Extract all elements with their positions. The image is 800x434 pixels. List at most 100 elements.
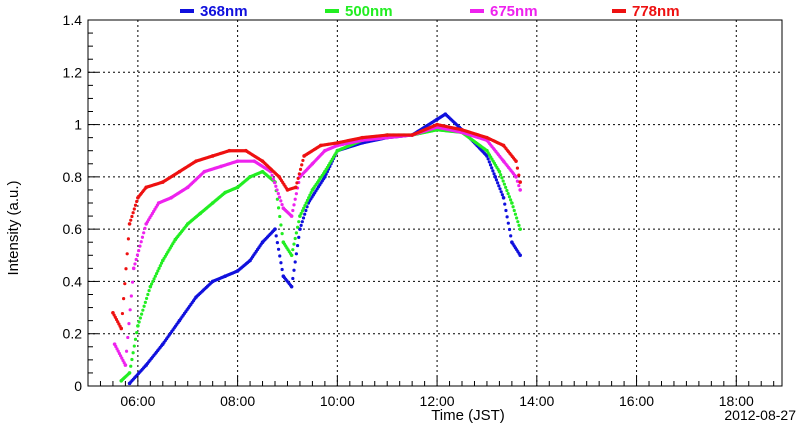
data-point-fill [275,240,279,245]
axis-ticks [87,19,775,387]
data-point-fill [305,198,310,202]
series-500nm [119,128,522,383]
data-point-fill [143,300,147,304]
data-point-fill [295,243,300,248]
data-point-fill [295,225,300,229]
data-point-fill [497,184,501,188]
data-point-fill [505,188,509,193]
data-point [293,185,298,190]
data-point-fill [277,195,282,199]
data-point-fill [126,335,130,340]
data-point-fill [297,235,301,239]
data-point-fill [513,212,518,216]
data-point-fill [280,232,284,236]
data-point-fill [296,176,300,180]
data-points [111,112,522,386]
data-point-fill [507,195,511,199]
data-point-fill [491,169,495,173]
data-point-fill [151,279,155,284]
data-point-fill [137,248,141,253]
data-point-fill [293,197,297,201]
data-point-fill [280,267,284,272]
data-point [273,227,277,231]
data-point [514,175,518,179]
data-point [518,180,522,184]
data-point-fill [503,202,507,206]
data-point-fill [133,203,138,207]
data-point-fill [280,202,284,207]
data-point-fill [279,223,283,227]
y-tick-label: 1.4 [63,12,83,28]
tick-labels: 0 0.2 0.4 0.6 0.8 1 1.2 1.4 06:00 08:00 10:00 12:00… [63,12,754,409]
data-point [493,175,498,179]
data-point-fill [158,264,162,268]
data-point-fill [291,208,295,213]
data-point-fill [303,204,307,208]
data-point-fill [131,211,135,215]
data-point-fill [276,191,280,196]
data-point-fill [131,351,135,355]
data-point-fill [132,207,136,211]
data-point-fill [143,226,147,230]
series-368nm [127,112,522,386]
legend-label: 675nm [490,3,538,20]
data-point-fill [292,268,296,272]
data-point-fill [293,260,297,264]
data-point-fill [124,267,128,271]
data-point-fill [494,178,499,182]
data-point-fill [504,185,508,189]
data-point-fill [140,235,145,239]
data-point-fill [509,198,513,202]
data-point-fill [298,167,303,171]
data-point-fill [130,357,134,362]
data-point-fill [129,218,133,222]
data-point [289,214,294,218]
data-point-fill [270,173,274,177]
data-point-fill [292,242,296,246]
data-point-fill [487,160,491,164]
data-point-fill [505,215,509,219]
data-point [510,201,514,205]
data-point-fill [517,173,521,177]
grid-lines [88,20,782,386]
data-point-fill [291,276,295,281]
data-point-fill [511,205,515,209]
data-point-fill [517,183,521,188]
data-point-fill [295,181,299,185]
data-point-fill [301,158,305,163]
data-point-fill [308,193,312,197]
data-point [289,253,294,258]
data-point-fill [515,216,519,220]
data-point-fill [501,179,505,183]
data-point [131,266,136,271]
x-axis-title: Time (JST) [431,407,505,424]
x-tick-label: 08:00 [220,393,255,409]
data-point-fill [271,177,275,181]
data-point-fill [515,166,520,170]
data-point-fill [130,214,134,219]
data-point-fill [134,257,138,262]
data-point-fill [512,208,516,213]
y-axis-title: Intensity (a.u.) [5,180,22,275]
data-point-fill [157,266,161,270]
data-point-fill [144,296,149,301]
data-point-fill [292,203,296,207]
series-778nm [111,122,522,331]
x-tick-label: 12:00 [420,393,455,409]
data-point-fill [152,277,156,281]
data-point-fill [291,248,295,252]
data-point-fill [133,337,138,341]
data-point-fill [140,312,144,316]
data-point-fill [142,304,146,308]
y-tick-label: 0.4 [63,273,83,289]
data-point-fill [127,322,131,326]
data-point-fill [507,227,512,232]
data-point-fill [504,208,508,213]
data-point-fill [304,201,308,205]
x-tick-label: 06:00 [120,393,155,409]
data-point [148,284,153,289]
data-point-fill [500,176,504,180]
data-point-fill [138,244,142,248]
y-tick-label: 1 [74,117,82,133]
data-point [514,159,518,163]
